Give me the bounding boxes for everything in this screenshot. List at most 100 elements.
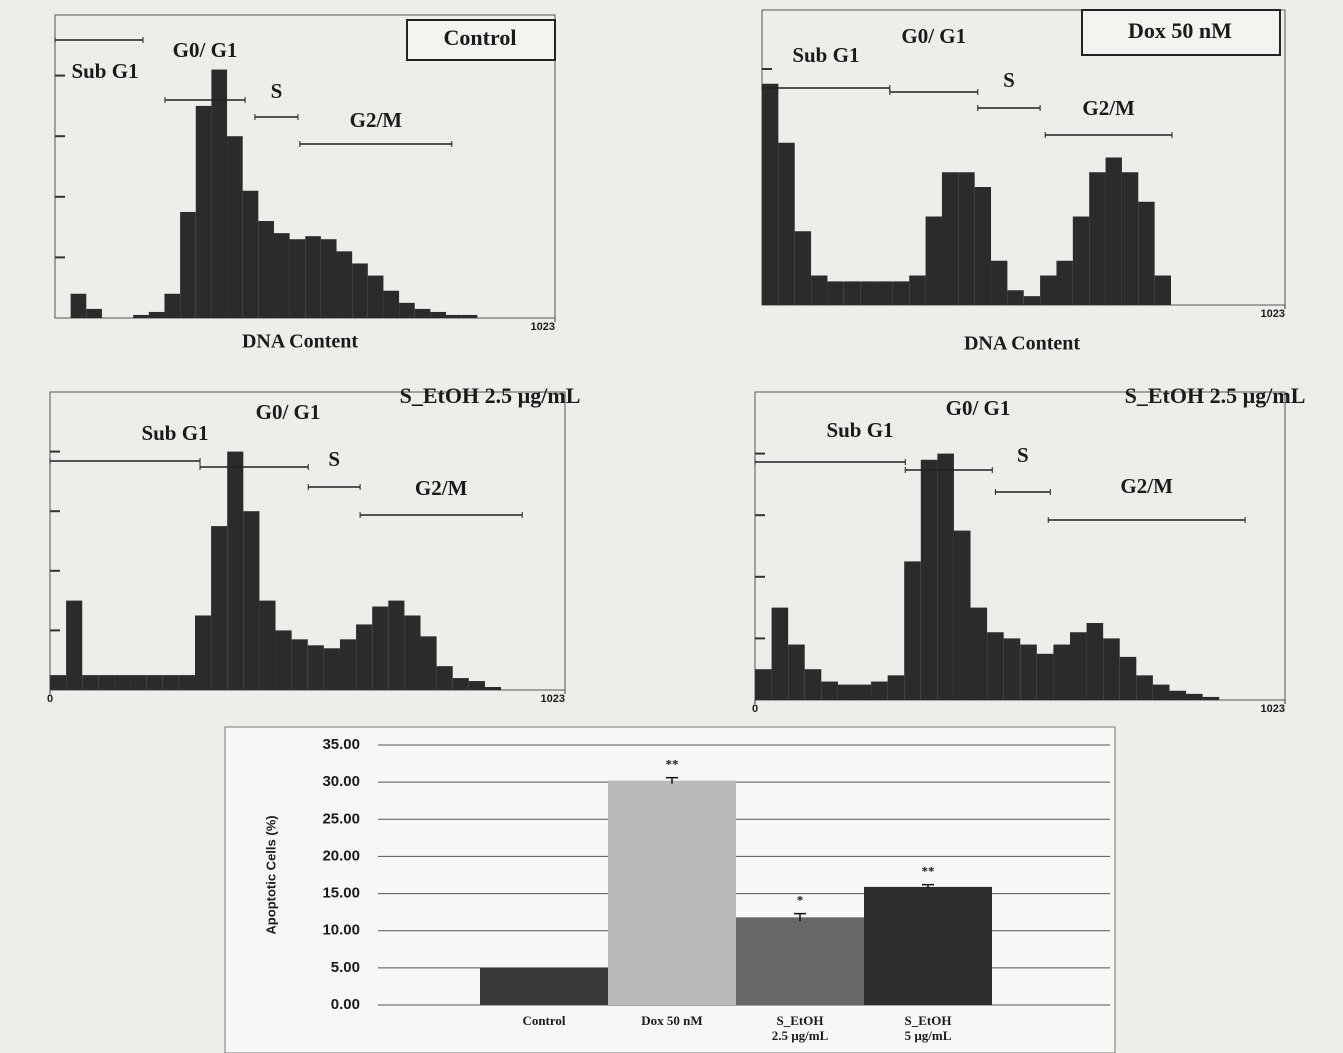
significance-label: *	[797, 893, 804, 908]
histogram-bar	[755, 669, 772, 700]
histogram-bar	[399, 302, 415, 318]
gate-label: G0/ G1	[946, 396, 1011, 420]
histogram-bar	[892, 281, 910, 305]
histogram-bar	[258, 221, 274, 318]
x-tick-label: 1023	[1261, 308, 1285, 320]
gate-label: Sub G1	[826, 418, 893, 442]
histogram-bar	[336, 251, 353, 318]
y-tick-label: 15.00	[322, 885, 360, 902]
histogram-bar	[388, 600, 405, 690]
x-tick-label: Control	[522, 1013, 565, 1028]
histogram-bar	[837, 684, 855, 700]
histogram-bar	[178, 675, 195, 690]
histogram-bar	[1119, 656, 1137, 700]
gate-label: G0/ G1	[256, 400, 321, 424]
panel-title: Control	[444, 25, 517, 50]
histogram-bar	[194, 615, 212, 690]
histogram-bar	[242, 190, 259, 318]
histogram-bar	[1069, 632, 1087, 700]
histogram-bar	[320, 239, 337, 318]
histogram-bar	[843, 281, 861, 305]
histogram-bar	[414, 308, 431, 318]
histogram-bar	[974, 187, 992, 305]
histogram-bar	[146, 675, 163, 690]
gate-label: G2/M	[1120, 474, 1173, 498]
x-tick-label: Dox 50 nM	[641, 1013, 702, 1028]
histogram-bar	[1072, 216, 1090, 305]
histogram-bar	[1136, 675, 1153, 700]
histogram-bar	[876, 281, 893, 305]
histogram-bar	[291, 639, 308, 690]
gate-label: S	[1003, 68, 1015, 92]
histogram-bar	[778, 142, 795, 305]
gate-label: S	[271, 79, 283, 103]
y-tick-label: 20.00	[322, 847, 360, 864]
bar	[608, 780, 736, 1005]
gate-label: Sub G1	[792, 43, 859, 67]
histogram-bar	[1154, 275, 1171, 305]
gate-label: S	[328, 447, 340, 471]
gate-label: G2/M	[350, 108, 403, 132]
histogram-bar	[762, 83, 779, 305]
histogram-bar	[275, 630, 292, 690]
bar	[736, 917, 864, 1005]
bar	[480, 967, 608, 1005]
histogram-bar	[86, 308, 102, 318]
histogram-bar	[771, 607, 789, 700]
histogram-bar	[1036, 653, 1054, 700]
y-tick-label: 35.00	[322, 736, 360, 753]
x-tick-label: 1023	[541, 693, 565, 705]
y-tick-label: 5.00	[331, 959, 360, 976]
histogram-bar	[305, 236, 321, 318]
histogram-bar	[227, 451, 244, 690]
histogram-bar	[259, 600, 276, 690]
histogram-bar	[289, 239, 306, 318]
histogram-bar	[941, 172, 959, 305]
histogram-bar	[484, 687, 502, 690]
histogram-bar	[420, 636, 437, 690]
gate-label: Sub G1	[141, 421, 208, 445]
x-tick-label: 1023	[1261, 703, 1285, 715]
histogram-bar	[860, 281, 877, 305]
histogram-bar	[1056, 260, 1073, 305]
histogram-bar	[937, 453, 954, 700]
x-axis-label: DNA Content	[964, 333, 1080, 355]
x-tick-label: S_EtOH 2.5 µg/mL	[772, 1013, 829, 1043]
histogram-bar	[436, 666, 453, 690]
histogram-bar	[887, 675, 905, 700]
histogram-bar	[1186, 693, 1203, 700]
histogram-bar	[1086, 623, 1104, 700]
histogram-bar	[356, 624, 373, 690]
histogram-bar	[339, 639, 357, 690]
gate-label: G0/ G1	[173, 38, 238, 62]
histogram-bar	[50, 675, 67, 690]
histogram-bar	[82, 675, 99, 690]
x-tick-label: 0	[47, 693, 53, 705]
histogram-bar	[372, 606, 389, 690]
histogram-bar	[130, 675, 147, 690]
histogram-bar	[243, 511, 260, 690]
histogram-bar	[98, 675, 115, 690]
histogram-bar	[1103, 638, 1120, 700]
histogram-bar	[114, 675, 131, 690]
x-tick-label: 1023	[531, 321, 555, 333]
histogram-bar	[468, 681, 485, 690]
histogram-bar	[811, 275, 828, 305]
histogram-bar	[1121, 172, 1139, 305]
panel-title: S_EtOH 2.5 µg/mL	[400, 383, 581, 408]
histogram-bar	[133, 314, 149, 318]
significance-label: **	[922, 864, 935, 879]
histogram-bar	[430, 311, 447, 318]
histogram-bar	[1089, 172, 1106, 305]
gate-label: S	[1017, 443, 1029, 467]
histogram-bar	[164, 293, 181, 318]
panel-title: Dox 50 nM	[1128, 18, 1232, 43]
gate-label: G2/M	[415, 476, 468, 500]
histogram-bar	[1020, 644, 1037, 700]
histogram-bar	[1138, 201, 1155, 305]
histogram-bar	[1053, 644, 1070, 700]
histogram-bar	[987, 632, 1004, 700]
histogram-bar	[953, 530, 971, 700]
histogram-bar	[211, 69, 228, 318]
histogram-bar	[827, 281, 844, 305]
